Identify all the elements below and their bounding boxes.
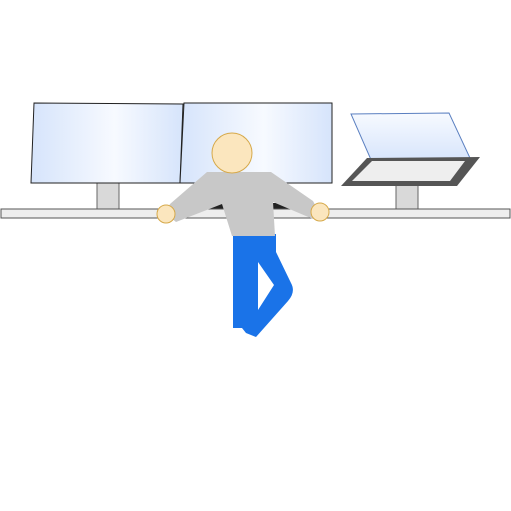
left-monitor-screen	[30, 102, 184, 184]
laptop-stand-post	[395, 184, 419, 211]
person-head	[211, 132, 253, 174]
left-monitor-stand	[96, 182, 120, 211]
standing-person-icon	[156, 132, 330, 337]
laptop-on-stand-icon	[341, 112, 480, 186]
right-monitor-screen	[179, 102, 333, 184]
person-pants	[233, 234, 293, 337]
laptop-screen	[350, 112, 471, 163]
dual-monitor-icon	[30, 102, 333, 184]
person-right-hand	[310, 202, 330, 222]
laptop-keyboard	[352, 161, 465, 181]
person-shirt	[165, 172, 320, 236]
person-left-hand	[156, 204, 176, 224]
